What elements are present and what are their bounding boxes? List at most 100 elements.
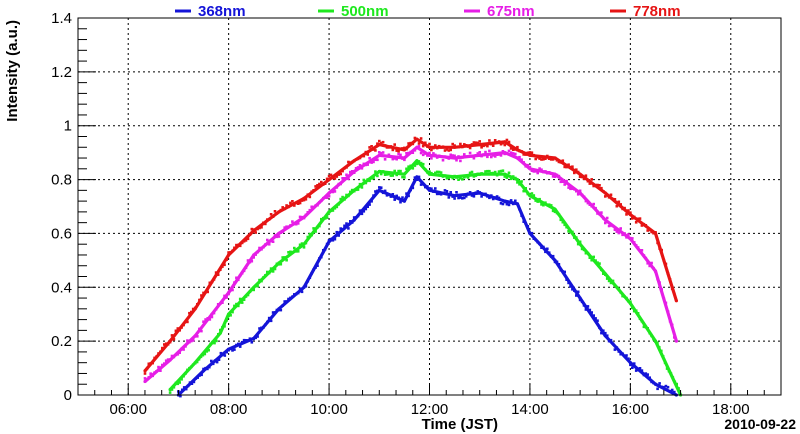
data-point [464,144,468,147]
data-point [279,262,283,266]
data-point [478,143,482,147]
data-point [428,187,431,190]
data-point [609,281,613,285]
data-point [415,137,419,141]
data-point [559,161,563,164]
data-point [464,175,468,178]
data-point [435,156,439,159]
data-point [650,230,653,234]
data-point [262,326,265,329]
data-point [405,152,408,155]
data-point [497,170,501,173]
data-point [615,204,619,208]
data-point [273,267,277,271]
data-point [634,369,638,372]
data-point [318,224,321,228]
data-point [383,173,387,176]
data-point [613,284,617,287]
data-point [538,242,541,246]
data-point [461,197,464,200]
data-point [219,302,222,305]
data-point [511,152,515,155]
data-point [453,197,456,200]
data-point [518,149,521,153]
data-point [441,145,445,148]
data-point [478,191,482,195]
data-point [466,176,470,179]
data-point [184,345,187,348]
data-point [405,167,408,171]
data-point [407,165,410,168]
data-point [235,276,238,280]
data-point [385,194,389,197]
data-point [578,172,582,176]
data-point [246,237,250,241]
data-point [246,339,250,342]
data-point [603,218,607,222]
data-point [576,290,580,294]
data-point [497,140,501,143]
data-point [449,191,452,194]
data-point [559,268,563,272]
data-point [613,348,617,351]
data-point [664,301,668,305]
data-point [490,142,493,146]
data-point [188,311,191,315]
data-point [287,225,290,229]
data-point [509,151,513,154]
data-point [646,373,649,376]
data-point [441,175,445,178]
legend: 368nm 500nm 675nm 778nm [175,3,681,20]
data-point [378,186,381,189]
data-point [656,241,659,245]
data-point [186,339,189,342]
data-point [582,195,586,199]
data-point [573,289,576,292]
data-point [565,179,568,183]
data-point [337,234,340,237]
data-point [493,155,497,158]
data-point [289,201,292,205]
data-point [609,338,613,342]
data-point [168,388,172,392]
data-point [147,362,151,366]
data-point [666,385,670,389]
data-point [223,294,226,298]
data-point [598,326,601,330]
data-point [590,204,593,208]
data-point [455,145,458,149]
data-point [628,237,633,241]
data-point [186,368,189,372]
data-point [648,228,651,232]
data-point [246,259,250,262]
data-point [258,278,261,282]
data-point [505,202,509,206]
data-point [370,177,373,180]
data-point [632,241,636,244]
data-point [347,227,350,230]
data-point [530,151,534,154]
data-point [464,155,468,158]
data-point [204,290,207,294]
data-point [493,139,497,142]
data-point [229,314,232,317]
data-point [468,171,472,175]
data-point [206,367,209,371]
data-point [586,305,590,308]
data-point [619,227,622,230]
data-point [231,249,234,253]
data-point [636,368,640,371]
data-point [356,214,360,218]
data-point [227,291,231,295]
data-point [210,312,214,316]
data-point [362,178,366,182]
data-point [389,155,393,158]
series-layer [143,136,683,398]
data-point [528,151,532,154]
data-point [322,196,325,200]
data-point [656,277,659,281]
data-point [157,352,160,355]
data-point [491,197,495,201]
data-point [172,355,176,359]
data-point [474,154,478,157]
